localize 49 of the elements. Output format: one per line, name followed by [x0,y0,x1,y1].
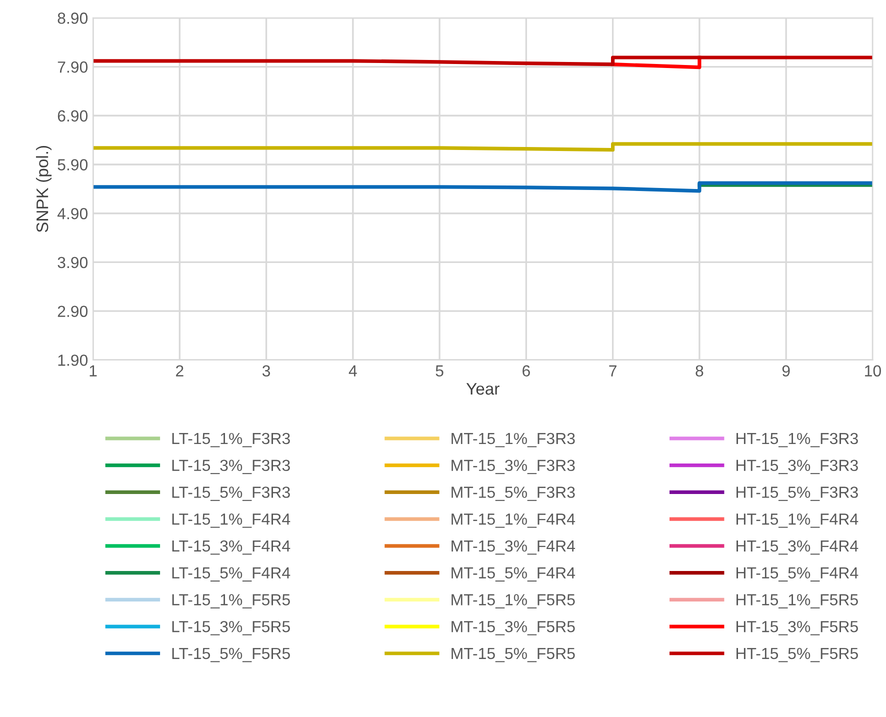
y-tick-label: 6.90 [58,110,88,122]
y-tick-label: 3.90 [58,256,88,268]
legend-label: LT-15_3%_F5R5 [172,620,290,636]
x-tick-label: 3 [262,365,270,377]
line-series [93,181,873,193]
x-tick-label: 8 [696,365,704,377]
y-tick-label: 5.90 [58,159,88,170]
legend-label: LT-15_3%_F3R3 [172,460,290,474]
x-tick-label: 4 [348,365,357,376]
y-axis-title: SNPK (pol.) [36,146,52,232]
legend-label: MT-15_5%_F5R5 [452,648,575,662]
y-tick-label: 1.90 [58,354,88,366]
legend-label: HT-15_5%_F4R4 [736,567,858,582]
x-tick-label: 1 [90,365,97,376]
y-tick-label: 7.90 [58,61,88,73]
legend-label: HT-15_5%_F5R5 [736,648,858,662]
legend-label: HT-15_1%_F3R3 [736,432,858,448]
legend-label: LT-15_1%_F4R4 [172,514,290,528]
legend-label: LT-15_5%_F3R3 [172,486,290,501]
legend-label: MT-15_5%_F4R4 [452,567,576,582]
legend-label: LT-15_5%_F5R5 [172,648,290,662]
legend-label: LT-15_1%_F5R5 [172,594,290,608]
legend-label: MT-15_3%_F3R3 [452,460,575,474]
legend-label: HT-15_5%_F3R3 [736,486,858,501]
x-axis-title: Year [466,383,500,395]
x-tick-label: 7 [609,365,616,376]
legend-label: LT-15_3%_F4R4 [172,540,290,555]
x-tick-label: 5 [436,365,444,377]
legend-label: HT-15_3%_F3R3 [736,460,858,474]
legend-label: LT-15_1%_F3R3 [172,432,290,448]
legend-label: MT-15_1%_F3R3 [452,432,575,448]
legend-label: MT-15_5%_F3R3 [452,486,575,501]
line-series [93,56,873,66]
y-tick-label: 2.90 [58,306,88,318]
legend-label: LT-15_5%_F4R4 [172,567,290,582]
x-tick-label: 6 [522,365,530,377]
x-tick-label: 9 [782,365,790,377]
x-tick-label: 10 [865,365,881,377]
legend-label: MT-15_3%_F4R4 [452,540,576,555]
legend-label: HT-15_1%_F4R4 [736,514,858,528]
y-tick-label: 8.90 [58,12,88,24]
x-tick-label: 2 [176,365,184,376]
legend-label: MT-15_1%_F5R5 [452,594,575,608]
legend-label: HT-15_1%_F5R5 [736,594,858,608]
legend-label: MT-15_3%_F5R5 [452,620,575,636]
y-tick-label: 4.90 [57,208,88,220]
legend-label: HT-15_3%_F5R5 [736,620,858,636]
legend-label: HT-15_3%_F4R4 [736,540,858,555]
legend-label: MT-15_1%_F4R4 [452,514,576,528]
